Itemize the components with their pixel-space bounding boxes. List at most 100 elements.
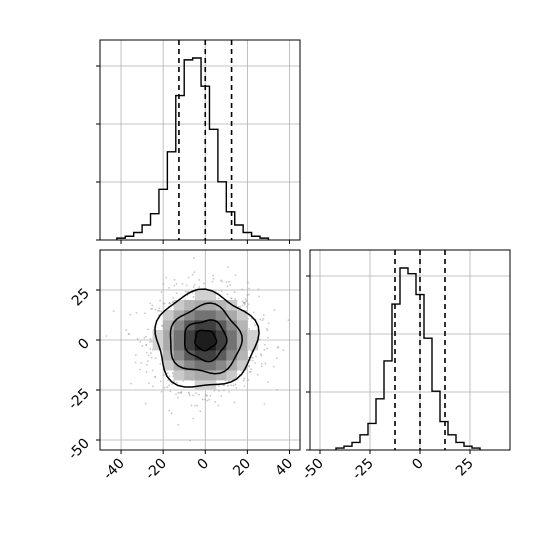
sample-point xyxy=(162,282,165,285)
sample-point xyxy=(168,286,170,289)
density-cell xyxy=(226,330,238,341)
sample-point xyxy=(255,355,257,358)
sample-point xyxy=(181,282,184,285)
density-cell xyxy=(205,320,217,331)
sample-point xyxy=(248,365,251,368)
sample-point xyxy=(167,379,169,381)
density-cell xyxy=(226,370,238,381)
density-cell xyxy=(236,360,248,371)
y-tick-label: 25 xyxy=(69,286,93,310)
sample-point xyxy=(208,398,210,401)
density-cell xyxy=(226,320,238,331)
sample-point xyxy=(160,390,163,393)
density-contour xyxy=(154,288,260,388)
sample-point xyxy=(201,398,204,401)
sample-point xyxy=(276,346,279,349)
sample-point xyxy=(177,391,180,394)
sample-point xyxy=(159,310,162,313)
density-cell xyxy=(205,360,217,371)
sample-point xyxy=(129,313,132,316)
sample-point xyxy=(206,394,209,397)
sample-point xyxy=(212,277,215,280)
density-cell xyxy=(173,370,185,381)
sample-point xyxy=(234,383,237,386)
sample-point xyxy=(199,410,202,413)
sample-point xyxy=(248,287,251,290)
sample-point xyxy=(189,439,192,442)
sample-point xyxy=(160,291,163,293)
density-cell xyxy=(173,300,185,311)
sample-point xyxy=(193,283,196,286)
sample-point xyxy=(166,386,169,389)
sample-point xyxy=(243,377,246,380)
sample-point xyxy=(241,288,244,291)
sample-point xyxy=(246,294,249,297)
density-cell xyxy=(226,360,238,371)
sample-point xyxy=(163,374,165,376)
hist-panel-param1 xyxy=(96,39,301,244)
sample-point xyxy=(177,396,179,399)
sample-point xyxy=(171,301,174,304)
sample-point xyxy=(151,304,154,307)
sample-point xyxy=(159,363,162,365)
sample-point xyxy=(159,299,162,302)
density-cell xyxy=(215,330,227,341)
sample-point xyxy=(263,348,266,351)
density-cell xyxy=(215,310,227,321)
density-cell xyxy=(226,350,238,361)
sample-point xyxy=(194,404,196,407)
density-cell xyxy=(215,370,227,381)
x-tick-label: 0 xyxy=(409,456,427,474)
sample-point xyxy=(204,398,206,401)
sample-point xyxy=(226,285,229,288)
density-cell xyxy=(215,340,227,351)
sample-point xyxy=(148,382,150,385)
density-cell xyxy=(152,330,164,341)
density-cell xyxy=(236,310,248,321)
sample-point xyxy=(149,338,152,340)
sample-point xyxy=(261,319,264,322)
sample-point xyxy=(242,301,245,304)
y-tick-label: -25 xyxy=(65,386,92,413)
sample-point xyxy=(266,329,269,332)
sample-point xyxy=(158,310,160,312)
sample-point xyxy=(253,311,255,314)
density-cell xyxy=(215,360,227,371)
sample-point xyxy=(282,349,285,352)
y-tick-label: 0 xyxy=(75,336,93,354)
sample-point xyxy=(247,303,250,306)
density-cell xyxy=(184,300,196,311)
sample-point xyxy=(145,363,148,366)
sample-point xyxy=(211,280,214,283)
sample-point xyxy=(175,393,177,396)
sample-point xyxy=(170,412,173,415)
sample-point xyxy=(140,362,143,364)
sample-point xyxy=(223,389,225,392)
sample-point xyxy=(239,306,242,308)
sample-point xyxy=(165,276,168,279)
sample-point xyxy=(226,293,229,296)
sample-point xyxy=(162,302,165,305)
density-cell xyxy=(247,340,259,351)
sample-point xyxy=(186,291,189,294)
sample-point xyxy=(139,368,141,371)
sample-point xyxy=(144,312,146,315)
sample-point xyxy=(220,395,223,397)
sample-point xyxy=(227,280,230,283)
sample-point xyxy=(173,278,176,281)
density-cell xyxy=(205,350,217,361)
sample-point xyxy=(244,298,247,301)
histogram-step xyxy=(116,57,270,240)
sample-point xyxy=(134,354,137,356)
density-cell xyxy=(173,360,185,371)
density-cell xyxy=(173,310,185,321)
sample-point xyxy=(260,365,263,367)
sample-point xyxy=(154,308,157,311)
sample-point xyxy=(145,335,148,338)
sample-point xyxy=(150,307,152,310)
sample-point xyxy=(143,336,146,339)
joint-panel: -40 -20 0 20 40 -50 -25 0 25 xyxy=(65,249,301,483)
sample-point xyxy=(192,286,195,288)
density-contour xyxy=(183,319,228,363)
sample-point xyxy=(264,362,267,365)
